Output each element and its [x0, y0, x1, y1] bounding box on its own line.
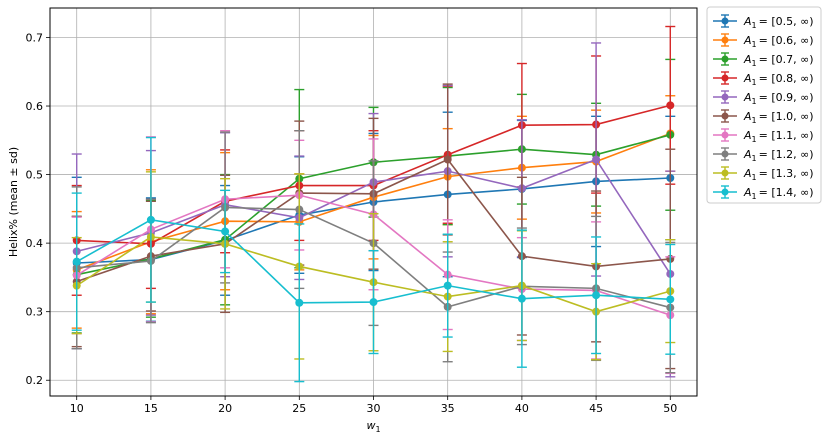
- legend-item-2: A1 = [0.6, ∞): [713, 33, 814, 49]
- legend-label: A1 = [0.7, ∞): [743, 53, 814, 68]
- legend-label-subscript: 1: [752, 97, 757, 106]
- data-point: [369, 298, 378, 307]
- legend-label-var: A: [743, 72, 752, 85]
- legend-marker: [721, 93, 729, 101]
- data-point: [443, 281, 452, 290]
- legend-label-var: A: [743, 110, 752, 123]
- legend-label-range: = [0.9, ∞): [759, 91, 814, 104]
- y-tick-label: 0.6: [26, 100, 44, 113]
- data-point: [592, 155, 601, 164]
- data-point: [295, 298, 304, 307]
- legend-label-subscript: 1: [752, 21, 757, 30]
- legend-label-subscript: 1: [752, 116, 757, 125]
- legend-label: A1 = [1.4, ∞): [743, 186, 814, 201]
- legend-label-range: = [1.4, ∞): [759, 186, 814, 199]
- legend-label-var: A: [743, 148, 752, 161]
- legend-item-4: A1 = [0.8, ∞): [713, 71, 814, 87]
- data-point: [666, 101, 675, 110]
- legend-label-subscript: 1: [752, 173, 757, 182]
- x-tick-label: 20: [218, 402, 232, 415]
- data-point: [517, 294, 526, 303]
- legend-marker: [721, 169, 729, 177]
- x-tick-label: 50: [663, 402, 677, 415]
- y-axis-ticks: 0.2 0.3 0.4 0.5 0.6 0.7: [26, 31, 50, 387]
- data-point: [146, 215, 155, 224]
- x-tick-label: 30: [367, 402, 381, 415]
- data-point: [443, 155, 452, 164]
- legend-label-range: = [1.3, ∞): [759, 167, 814, 180]
- legend-label-range: = [1.0, ∞): [759, 110, 814, 123]
- legend-item-8: A1 = [1.2, ∞): [713, 147, 814, 163]
- x-tick-label: 25: [292, 402, 306, 415]
- legend-label: A1 = [1.2, ∞): [743, 148, 814, 163]
- legend-label: A1 = [1.3, ∞): [743, 167, 814, 182]
- legend-item-9: A1 = [1.3, ∞): [713, 166, 814, 182]
- data-point: [666, 295, 675, 304]
- legend-label-subscript: 1: [752, 135, 757, 144]
- legend-item-5: A1 = [0.9, ∞): [713, 90, 814, 106]
- y-tick-label: 0.5: [26, 169, 44, 182]
- legend-marker: [721, 150, 729, 158]
- data-point: [221, 227, 230, 236]
- legend-label-subscript: 1: [752, 192, 757, 201]
- y-tick-label: 0.2: [26, 374, 44, 387]
- x-axis-title-main: w: [366, 419, 375, 432]
- legend-label-range: = [1.2, ∞): [759, 148, 814, 161]
- x-tick-label: 10: [70, 402, 84, 415]
- legend-marker: [721, 74, 729, 82]
- legend-label: A1 = [0.9, ∞): [743, 91, 814, 106]
- series-10: [71, 136, 676, 383]
- legend-label-range: = [0.8, ∞): [759, 72, 814, 85]
- legend-label-var: A: [743, 34, 752, 47]
- legend-marker: [721, 131, 729, 139]
- legend-marker: [721, 36, 729, 44]
- x-axis-title-subscript: 1: [375, 425, 380, 434]
- legend-label-var: A: [743, 91, 752, 104]
- legend-label-range: = [0.5, ∞): [759, 15, 814, 28]
- x-tick-label: 35: [441, 402, 455, 415]
- legend-label-range: = [1.1, ∞): [759, 129, 814, 142]
- y-tick-label: 0.3: [26, 306, 44, 319]
- legend-item-7: A1 = [1.1, ∞): [713, 128, 814, 144]
- x-axis-ticks: 10 15 20 25 30 35 40 45 50: [70, 396, 677, 415]
- legend-label-var: A: [743, 129, 752, 142]
- y-tick-label: 0.4: [26, 237, 44, 250]
- legend-label: A1 = [1.0, ∞): [743, 110, 814, 125]
- legend-label-var: A: [743, 53, 752, 66]
- legend-item-6: A1 = [1.0, ∞): [713, 109, 814, 125]
- legend: A1 = [0.5, ∞)A1 = [0.6, ∞)A1 = [0.7, ∞)A1 = …: [706, 6, 822, 204]
- legend-item-1: A1 = [0.5, ∞): [713, 14, 814, 30]
- y-axis-title: Helix% (mean ± sd): [7, 147, 20, 257]
- legend-label: A1 = [1.1, ∞): [743, 129, 814, 144]
- legend-label-subscript: 1: [752, 78, 757, 87]
- legend-marker: [721, 17, 729, 25]
- x-axis-title: w1: [366, 419, 380, 434]
- data-point: [72, 257, 81, 266]
- legend-label: A1 = [0.6, ∞): [743, 34, 814, 49]
- legend-label-range: = [0.6, ∞): [759, 34, 814, 47]
- x-tick-label: 45: [589, 402, 603, 415]
- y-tick-label: 0.7: [26, 31, 44, 44]
- legend-label-var: A: [743, 167, 752, 180]
- legend-label-var: A: [743, 15, 752, 28]
- legend-marker: [721, 112, 729, 120]
- legend-label-subscript: 1: [752, 59, 757, 68]
- legend-label-subscript: 1: [752, 154, 757, 163]
- legend-item-3: A1 = [0.7, ∞): [713, 52, 814, 68]
- x-tick-label: 15: [144, 402, 158, 415]
- legend-label: A1 = [0.5, ∞): [743, 15, 814, 30]
- legend-label-var: A: [743, 186, 752, 199]
- legend-marker: [721, 55, 729, 63]
- data-point: [592, 291, 601, 300]
- legend-label-range: = [0.7, ∞): [759, 53, 814, 66]
- legend-label: A1 = [0.8, ∞): [743, 72, 814, 87]
- x-tick-label: 40: [515, 402, 529, 415]
- legend-item-10: A1 = [1.4, ∞): [713, 185, 814, 201]
- series-layer: [71, 25, 676, 383]
- legend-label-subscript: 1: [752, 40, 757, 49]
- legend-marker: [721, 188, 729, 196]
